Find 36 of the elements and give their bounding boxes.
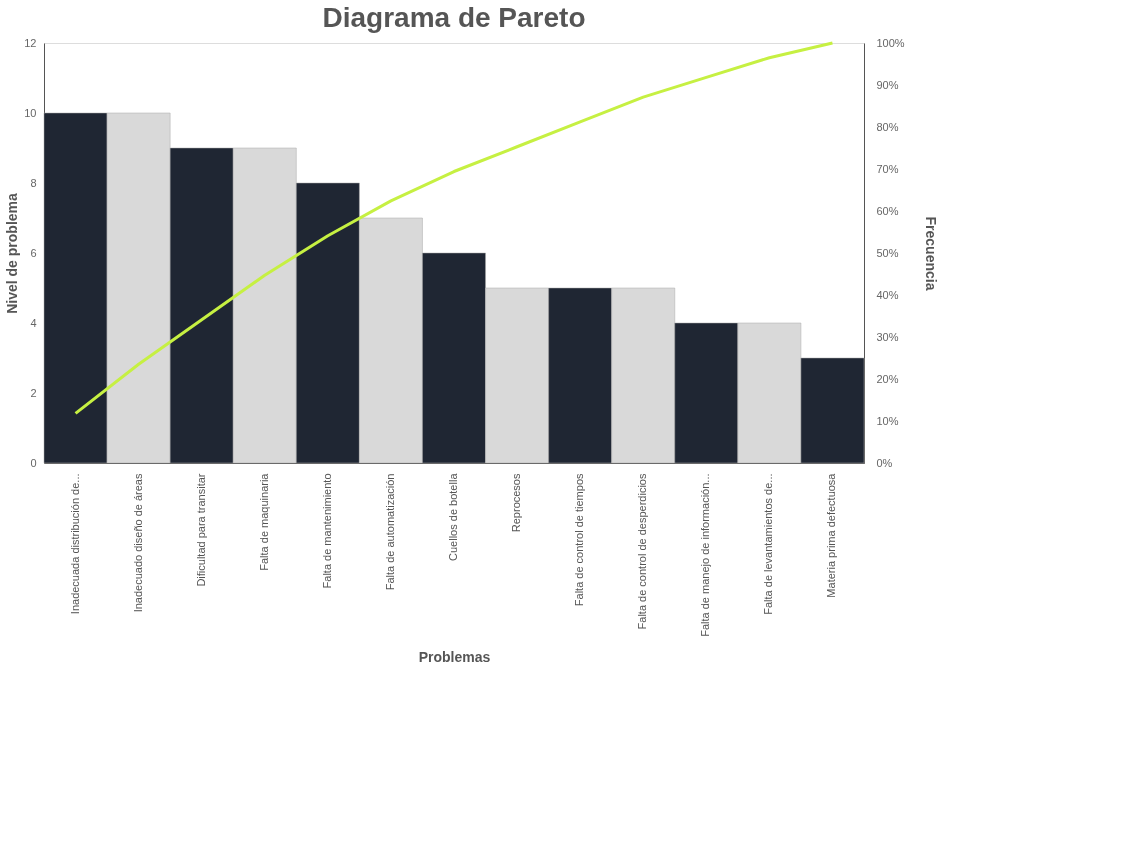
x-tick-label: Inadecuada distribución de... (68, 473, 81, 615)
x-tick-label: Inadecuado diseño de áreas (131, 473, 144, 613)
y2-tick-label: 0% (876, 456, 893, 469)
y-tick-label: 2 (30, 386, 37, 399)
x-tick-label: Cuellos de botella (447, 472, 459, 561)
x-tick-label: Falta de control de desperdicios (636, 473, 649, 630)
y2-axis-title: Frecuencia (922, 216, 939, 291)
x-tick-label: Falta de maquinaria (257, 472, 270, 571)
y2-tick-label: 50% (876, 246, 899, 259)
x-tick-label: Falta de manejo de información... (699, 473, 712, 637)
y2-tick-label: 90% (876, 78, 899, 91)
y-tick-label: 4 (30, 316, 37, 329)
x-tick-label: Reprocesos (510, 473, 523, 533)
y-tick-label: 10 (24, 106, 37, 119)
y2-tick-label: 80% (876, 120, 899, 133)
y2-tick-label: 40% (876, 288, 899, 301)
y2-tick-label: 30% (876, 330, 899, 343)
y2-tick-label: 70% (876, 162, 899, 175)
y2-tick-label: 20% (876, 372, 899, 385)
y2-tick-label: 60% (876, 204, 899, 217)
x-tick-label: Dificultad para transitar (194, 473, 207, 587)
x-tick-label: Materia prima defectuosa (825, 472, 838, 598)
line-series (74, 41, 834, 415)
y-tick-label: 12 (24, 36, 37, 49)
y2-tick-label: 100% (876, 36, 905, 49)
chart-title: Diagrama de Pareto (322, 2, 586, 33)
x-axis-title: Problemas (418, 648, 491, 665)
y-axis-title: Nivel de problema (4, 192, 21, 314)
y2-tick-label: 10% (876, 414, 899, 427)
x-tick-label: Falta de automatización (383, 473, 396, 591)
x-tick-label: Falta de control de tiempos (573, 473, 586, 607)
y-tick-label: 6 (30, 246, 37, 259)
x-tick-label: Falta de mantenimiento (320, 473, 333, 589)
y-tick-label: 0 (30, 456, 37, 469)
y-tick-label: 8 (30, 176, 37, 189)
x-tick-label: Falta de levantamientos de... (762, 473, 775, 615)
